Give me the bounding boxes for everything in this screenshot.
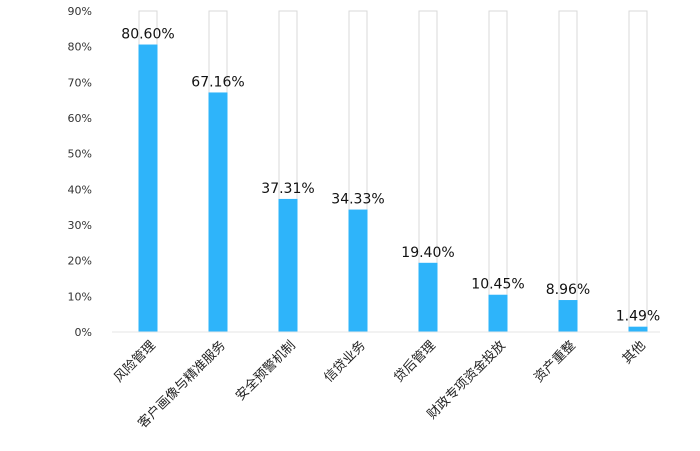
y-tick-label: 0% xyxy=(75,326,92,339)
y-tick-label: 20% xyxy=(68,255,92,268)
x-axis: 风险管理客户画像与精准服务 安全预警机制 信贷业务 贷后管理财政专项资金投放 资产重整其… xyxy=(111,331,660,432)
y-axis: 0% 10% 20% 30% 40% 50% 60% 70% 80% 90% xyxy=(68,5,92,339)
y-tick-label: 60% xyxy=(68,112,92,125)
background-bar xyxy=(628,10,648,333)
bar xyxy=(558,300,578,332)
bar xyxy=(348,209,368,332)
data-label: 1.49% xyxy=(616,309,660,325)
y-tick-label: 80% xyxy=(68,41,92,54)
x-tick-label: 风险管理 xyxy=(111,338,158,385)
bar xyxy=(208,92,228,332)
y-tick-label: 70% xyxy=(68,76,92,89)
bars xyxy=(138,44,648,332)
bar xyxy=(278,198,298,332)
data-label: 67.16% xyxy=(191,74,244,90)
data-label: 19.40% xyxy=(401,245,454,261)
data-label: 80.60% xyxy=(121,27,174,43)
data-label: 37.31% xyxy=(261,181,314,197)
bar xyxy=(418,262,438,332)
bar xyxy=(138,44,158,332)
data-label: 8.96% xyxy=(546,282,590,298)
x-tick-label: 其他 xyxy=(620,338,649,367)
bar xyxy=(628,326,648,332)
data-label: 10.45% xyxy=(471,277,524,293)
data-label: 34.33% xyxy=(331,192,384,208)
y-tick-label: 50% xyxy=(68,148,92,161)
y-tick-label: 40% xyxy=(68,183,92,196)
x-tick-label: 安全预警机制 xyxy=(232,338,298,404)
y-tick-label: 90% xyxy=(68,5,92,18)
x-tick-label: 信贷业务 xyxy=(321,338,369,386)
y-tick-label: 10% xyxy=(68,290,92,303)
x-tick-label: 贷后管理 xyxy=(391,338,438,385)
bar xyxy=(488,294,508,332)
x-tick-label: 资产重整 xyxy=(531,338,579,386)
data-labels: 80.60% 67.16% 37.31% 34.33% 19.40% 10.45% 8.96… xyxy=(121,27,660,325)
y-tick-label: 30% xyxy=(68,219,92,232)
